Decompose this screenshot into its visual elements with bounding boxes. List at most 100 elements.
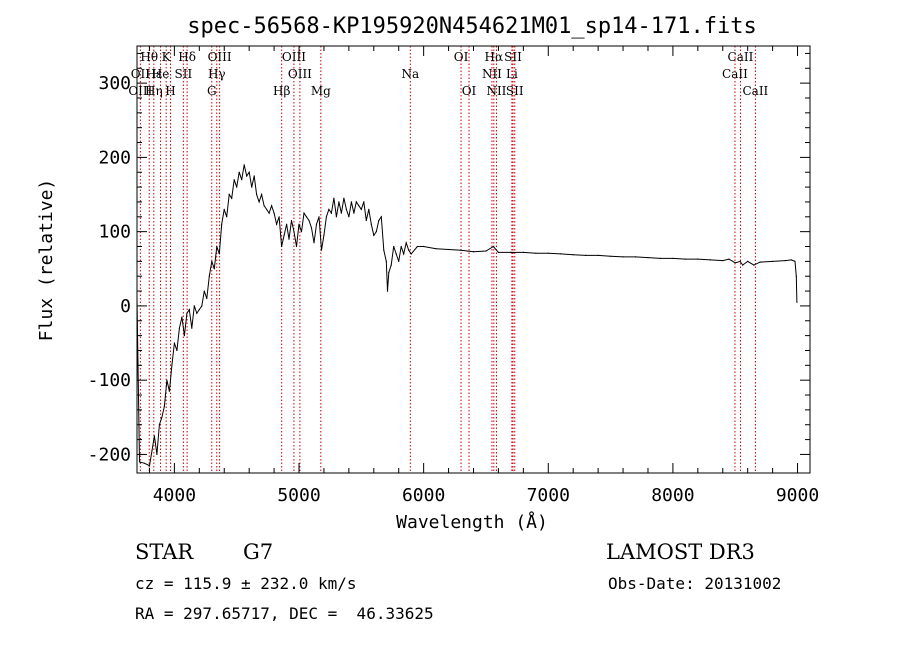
spectrum-point bbox=[206, 297, 208, 300]
spectrum-point bbox=[795, 275, 797, 277]
spectrum-point bbox=[355, 201, 357, 203]
line-label: OII bbox=[131, 67, 151, 81]
spectrum-point bbox=[405, 242, 407, 244]
spectrum-point bbox=[345, 208, 347, 210]
line-label: OIII bbox=[128, 84, 152, 98]
spectrum-point bbox=[261, 193, 263, 196]
spectrum-point bbox=[547, 252, 549, 254]
spectrum-point bbox=[173, 342, 175, 344]
spectrum-point bbox=[390, 264, 392, 266]
spectrum-point bbox=[790, 259, 792, 261]
spectrum-point bbox=[772, 260, 774, 262]
spectrum-point bbox=[293, 231, 295, 233]
line-label: NII bbox=[486, 84, 506, 98]
spectrum-point bbox=[276, 223, 278, 225]
spectrum-point bbox=[153, 435, 155, 437]
spectrum-point bbox=[742, 264, 744, 266]
spectrum-point bbox=[258, 201, 260, 203]
spectrum-point bbox=[248, 171, 250, 173]
spectrum-point bbox=[283, 234, 285, 236]
line-label: Hη bbox=[145, 84, 163, 98]
spectrum-point bbox=[370, 223, 372, 225]
spectrum-point bbox=[350, 201, 352, 203]
spectrum-point bbox=[228, 193, 230, 196]
spectrum-point bbox=[295, 245, 298, 248]
y-tick-label: -100 bbox=[88, 370, 131, 391]
spectrum-point bbox=[218, 253, 220, 255]
spectrum-point bbox=[373, 234, 375, 236]
spectrum-point bbox=[794, 260, 796, 262]
line-label: Hε bbox=[145, 67, 162, 81]
spectrum-point bbox=[183, 335, 185, 337]
spectrum-point bbox=[320, 249, 323, 251]
line-label: CaII bbox=[742, 84, 768, 98]
spectrum-point bbox=[288, 238, 290, 240]
spectrum-point bbox=[198, 309, 200, 311]
spectrum-point bbox=[231, 197, 233, 199]
spectrum-point bbox=[386, 290, 389, 292]
spectrum-point bbox=[728, 258, 730, 260]
spectrum-point bbox=[305, 216, 308, 218]
x-tick-label: 5000 bbox=[277, 485, 320, 506]
spectrum-point bbox=[213, 268, 215, 270]
line-label: Na bbox=[401, 67, 419, 81]
spectrum-point bbox=[201, 305, 203, 307]
spectrum-point bbox=[148, 465, 151, 467]
spectrum-point bbox=[271, 205, 273, 207]
spectrum-point bbox=[522, 251, 525, 253]
spectrum-point bbox=[684, 258, 687, 260]
line-label: SII bbox=[506, 84, 524, 98]
spectrum-point bbox=[318, 216, 320, 218]
spectrum-point bbox=[263, 205, 265, 207]
spectrum-point bbox=[143, 462, 146, 464]
spectrum-point bbox=[709, 259, 711, 261]
spectrum-point bbox=[208, 275, 210, 277]
spectrum-point bbox=[323, 234, 325, 236]
spectrum-point bbox=[408, 249, 410, 251]
x-tick-label: 8000 bbox=[651, 485, 694, 506]
spectrum-point bbox=[181, 316, 183, 318]
spectrum-point bbox=[634, 256, 637, 258]
line-label: CaII bbox=[728, 50, 754, 64]
spectrum-line bbox=[136, 164, 798, 467]
spectrum-point bbox=[416, 245, 418, 248]
line-label: OI bbox=[462, 84, 477, 98]
spectrum-point bbox=[233, 179, 235, 181]
spectrum-point bbox=[753, 264, 755, 266]
spectrum-point bbox=[340, 212, 342, 214]
object-class: STAR bbox=[135, 540, 194, 564]
spectrum-point bbox=[191, 327, 193, 329]
spectrum-point bbox=[298, 223, 300, 225]
redshift-velocity: cz = 115.9 ± 232.0 km/s bbox=[135, 574, 357, 593]
line-label: Hα bbox=[485, 50, 504, 64]
spectrum-point bbox=[310, 227, 313, 229]
line-label: OI bbox=[454, 50, 469, 64]
spectrum-point bbox=[572, 254, 574, 256]
spectrum-point bbox=[186, 312, 188, 314]
spectrum-point bbox=[510, 251, 512, 253]
spectrum-point bbox=[659, 257, 662, 259]
spectrum-point bbox=[348, 216, 350, 218]
spectrum-point bbox=[400, 245, 402, 248]
spectrum-point bbox=[308, 219, 310, 222]
spectrum-point bbox=[360, 208, 362, 210]
y-tick-label: 0 bbox=[120, 296, 131, 317]
spectrum-point bbox=[161, 416, 163, 418]
spectrum-point bbox=[333, 197, 335, 199]
line-label: Hβ bbox=[273, 84, 290, 98]
x-tick-label: 6000 bbox=[402, 485, 445, 506]
line-label: Hγ bbox=[208, 67, 226, 81]
spectrum-point bbox=[246, 175, 248, 177]
spectrum-point bbox=[176, 349, 178, 352]
spectrum-point bbox=[560, 253, 562, 255]
axes-layer: 4000 5000 6000 7000 8000 9000 -200 -100 0 100 200 3… bbox=[88, 46, 819, 506]
spectrum-point bbox=[585, 254, 587, 256]
spectrum-point bbox=[156, 453, 158, 455]
spectrum-point bbox=[647, 257, 649, 259]
spectrum-point bbox=[221, 223, 223, 225]
spectrum-point bbox=[435, 248, 437, 250]
spectrum-point bbox=[216, 245, 218, 248]
line-label: SII bbox=[175, 67, 193, 81]
line-label: NII bbox=[482, 67, 502, 81]
